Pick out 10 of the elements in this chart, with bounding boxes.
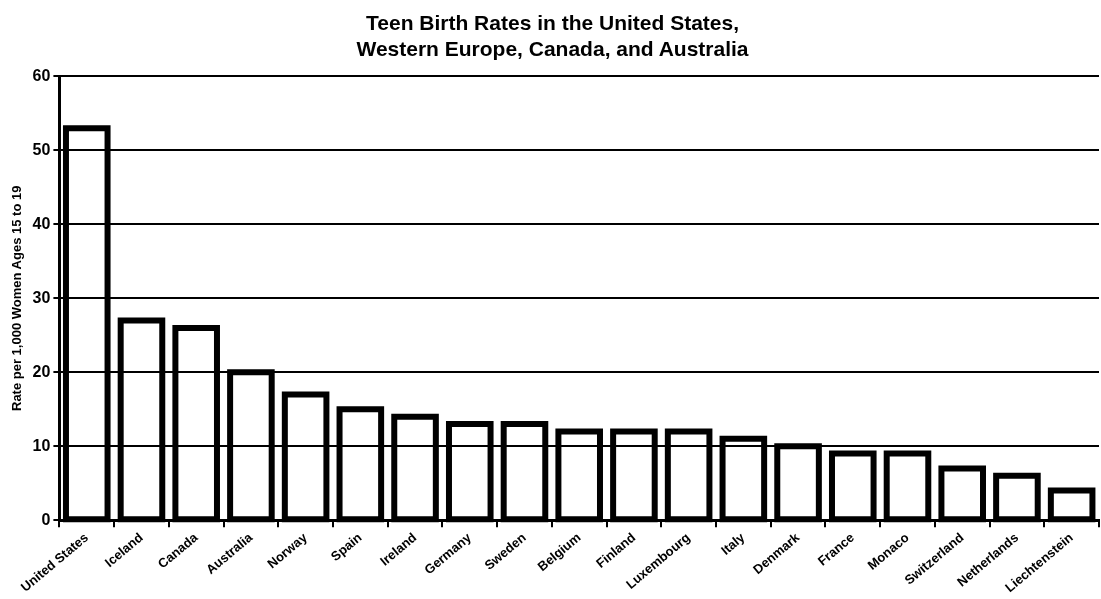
x-tick-label: Italy <box>718 529 749 558</box>
y-tick-label: 30 <box>32 288 51 306</box>
y-tick-label: 20 <box>32 362 51 380</box>
chart-title: Teen Birth Rates in the United States, Western Europe, Canada, and Australia <box>356 11 749 60</box>
y-tick-label: 0 <box>41 510 51 528</box>
y-tick-label: 10 <box>32 436 51 454</box>
y-tick-label: 50 <box>32 140 51 158</box>
y-axis-title: Rate per 1,000 Women Ages 15 to 19 <box>9 185 25 412</box>
y-tick-label: 60 <box>32 66 51 84</box>
y-tick-label: 40 <box>32 214 51 232</box>
